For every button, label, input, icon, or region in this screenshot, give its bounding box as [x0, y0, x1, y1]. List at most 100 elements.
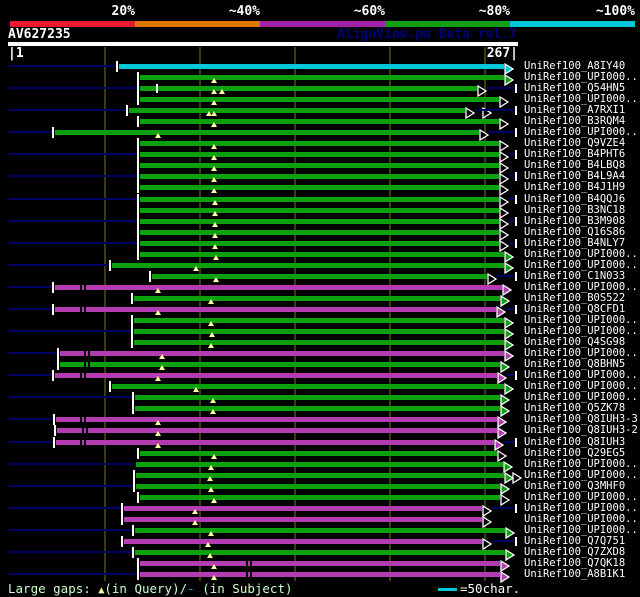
hit-label[interactable]: UniRef100_UPI000.. — [524, 259, 638, 271]
hit-label[interactable]: UniRef100_Q7QK18 — [524, 557, 626, 569]
hit-label[interactable]: UniRef100_B4LBQ8 — [524, 159, 626, 171]
hit-label[interactable]: UniRef100_UPI000.. — [524, 491, 638, 503]
alignment-bar[interactable] — [140, 141, 499, 146]
alignment-bar[interactable] — [140, 495, 500, 500]
hit-label[interactable]: UniRef100_UPI000.. — [524, 502, 638, 514]
hit-label[interactable]: UniRef100_UPI000.. — [524, 524, 638, 536]
hit-label[interactable]: UniRef100_B3M908 — [524, 215, 626, 227]
alignment-bar[interactable] — [124, 517, 482, 522]
alignment-bar[interactable] — [140, 119, 499, 124]
alignment-bar[interactable] — [140, 185, 499, 190]
hit-label[interactable]: UniRef100_Q4SG98 — [524, 336, 626, 348]
hit-label[interactable]: UniRef100_UPI000.. — [524, 314, 638, 326]
alignment-bar[interactable] — [140, 230, 499, 235]
hit-label[interactable]: UniRef100_UPI000.. — [524, 513, 638, 525]
alignment-bar[interactable] — [140, 561, 500, 566]
hit-label[interactable]: UniRef100_UPI000.. — [524, 458, 638, 470]
hit-label[interactable]: UniRef100_UPI000.. — [524, 126, 638, 138]
alignment-bar[interactable] — [140, 451, 497, 456]
hit-label[interactable]: UniRef100_B3RQM4 — [524, 115, 626, 127]
hit-label[interactable]: UniRef100_Q8CFD1 — [524, 303, 626, 315]
alignment-bar[interactable] — [134, 340, 504, 345]
hit-label[interactable]: UniRef100_Q54HN5 — [524, 82, 626, 94]
query-end-tick — [515, 305, 517, 314]
hit-label[interactable]: UniRef100_Q8IUH3-2 — [524, 424, 638, 436]
alignment-bar[interactable] — [140, 163, 499, 168]
hit-label[interactable]: UniRef100_A8B1K1 — [524, 568, 626, 580]
alignment-bar[interactable] — [140, 208, 499, 213]
alignment-bar[interactable] — [140, 241, 499, 246]
hit-label[interactable]: UniRef100_B4QQJ6 — [524, 193, 626, 205]
hit-label[interactable]: UniRef100_UPI000.. — [524, 248, 638, 260]
alignment-bar[interactable] — [55, 285, 502, 290]
alignment-bar[interactable] — [57, 428, 497, 433]
alignment-bar[interactable] — [56, 440, 494, 445]
hit-label[interactable]: UniRef100_A8IY40 — [524, 60, 626, 72]
hit-label[interactable]: UniRef100_B4PHT6 — [524, 148, 626, 160]
alignment-bar[interactable] — [134, 296, 500, 301]
hit-label[interactable]: UniRef100_A7RXI1 — [524, 104, 626, 116]
alignment-bar[interactable] — [124, 539, 482, 544]
hit-label[interactable]: UniRef100_UPI000.. — [524, 369, 638, 381]
hit-label[interactable]: UniRef100_UPI000.. — [524, 469, 638, 481]
hit-label[interactable]: UniRef100_Q9VZE4 — [524, 137, 626, 149]
hit-label[interactable]: UniRef100_UPI000.. — [524, 391, 638, 403]
query-leader-line — [8, 286, 52, 288]
alignment-bar[interactable] — [56, 417, 497, 422]
alignment-bar[interactable] — [140, 97, 499, 102]
alignment-bar[interactable] — [140, 572, 500, 577]
alignment-bar[interactable] — [135, 528, 505, 533]
alignment-bar[interactable] — [136, 473, 504, 478]
hit-label[interactable]: UniRef100_B0S522 — [524, 292, 626, 304]
hit-label[interactable]: UniRef100_Q8IUH3 — [524, 436, 626, 448]
hit-label[interactable]: UniRef100_UPI000.. — [524, 347, 638, 359]
alignment-bar[interactable] — [152, 274, 487, 279]
hit-label[interactable]: UniRef100_Q7ZXD8 — [524, 546, 626, 558]
alignment-bar[interactable] — [134, 318, 504, 323]
hit-label[interactable]: UniRef100_C1N033 — [524, 270, 626, 282]
alignment-bar[interactable] — [112, 263, 504, 268]
hit-label[interactable]: UniRef100_Q8BHN5 — [524, 358, 626, 370]
alignment-bar[interactable] — [140, 252, 504, 257]
alignment-bar[interactable] — [60, 362, 500, 367]
hit-label[interactable]: UniRef100_UPI000.. — [524, 325, 638, 337]
hit-label[interactable]: UniRef100_B4L9A4 — [524, 170, 626, 182]
hit-label[interactable]: UniRef100_B4NLY7 — [524, 237, 626, 249]
query-end-tick — [515, 537, 517, 546]
hit-label[interactable]: UniRef100_Q5ZK78 — [524, 402, 626, 414]
alignment-bar[interactable] — [140, 86, 477, 91]
alignment-bar[interactable] — [135, 550, 505, 555]
alignment-bar[interactable] — [55, 130, 479, 135]
alignment-bar[interactable] — [136, 484, 500, 489]
hit-label[interactable]: UniRef100_Q7Q751 — [524, 535, 626, 547]
query-gap-triangle-icon — [208, 465, 214, 470]
alignment-arrowhead-icon — [497, 424, 508, 440]
alignment-bar[interactable] — [129, 108, 465, 113]
subject-gap-dash-icon: - — [187, 581, 203, 596]
hit-label[interactable]: UniRef100_B4J1H9 — [524, 181, 626, 193]
alignment-bar[interactable] — [140, 197, 499, 202]
alignment-bar[interactable] — [135, 395, 500, 400]
alignment-bar[interactable] — [140, 219, 499, 224]
alignment-bar[interactable] — [140, 152, 499, 157]
alignment-bar[interactable] — [119, 64, 504, 69]
hit-label[interactable]: UniRef100_UPI000.. — [524, 380, 638, 392]
alignment-bar[interactable] — [140, 174, 499, 179]
hit-label[interactable]: UniRef100_Q29EG5 — [524, 447, 626, 459]
alignment-bar[interactable] — [55, 307, 496, 312]
hit-label[interactable]: UniRef100_B3NC18 — [524, 204, 626, 216]
alignment-bar[interactable] — [136, 462, 503, 467]
alignment-bar[interactable] — [134, 329, 504, 334]
hit-label[interactable]: UniRef100_UPI000.. — [524, 71, 638, 83]
alignment-bar[interactable] — [135, 406, 500, 411]
alignment-bar[interactable] — [140, 75, 504, 80]
alignment-bar[interactable] — [124, 506, 482, 511]
alignment-bar[interactable] — [55, 373, 497, 378]
alignment-bar[interactable] — [60, 351, 504, 356]
alignment-bar[interactable] — [112, 384, 504, 389]
hit-label[interactable]: UniRef100_Q16S86 — [524, 226, 626, 238]
hit-label[interactable]: UniRef100_Q3MHF0 — [524, 480, 626, 492]
hit-label[interactable]: UniRef100_UPI000.. — [524, 281, 638, 293]
hit-label[interactable]: UniRef100_Q8IUH3-3 — [524, 413, 638, 425]
hit-label[interactable]: UniRef100_UPI000.. — [524, 93, 638, 105]
